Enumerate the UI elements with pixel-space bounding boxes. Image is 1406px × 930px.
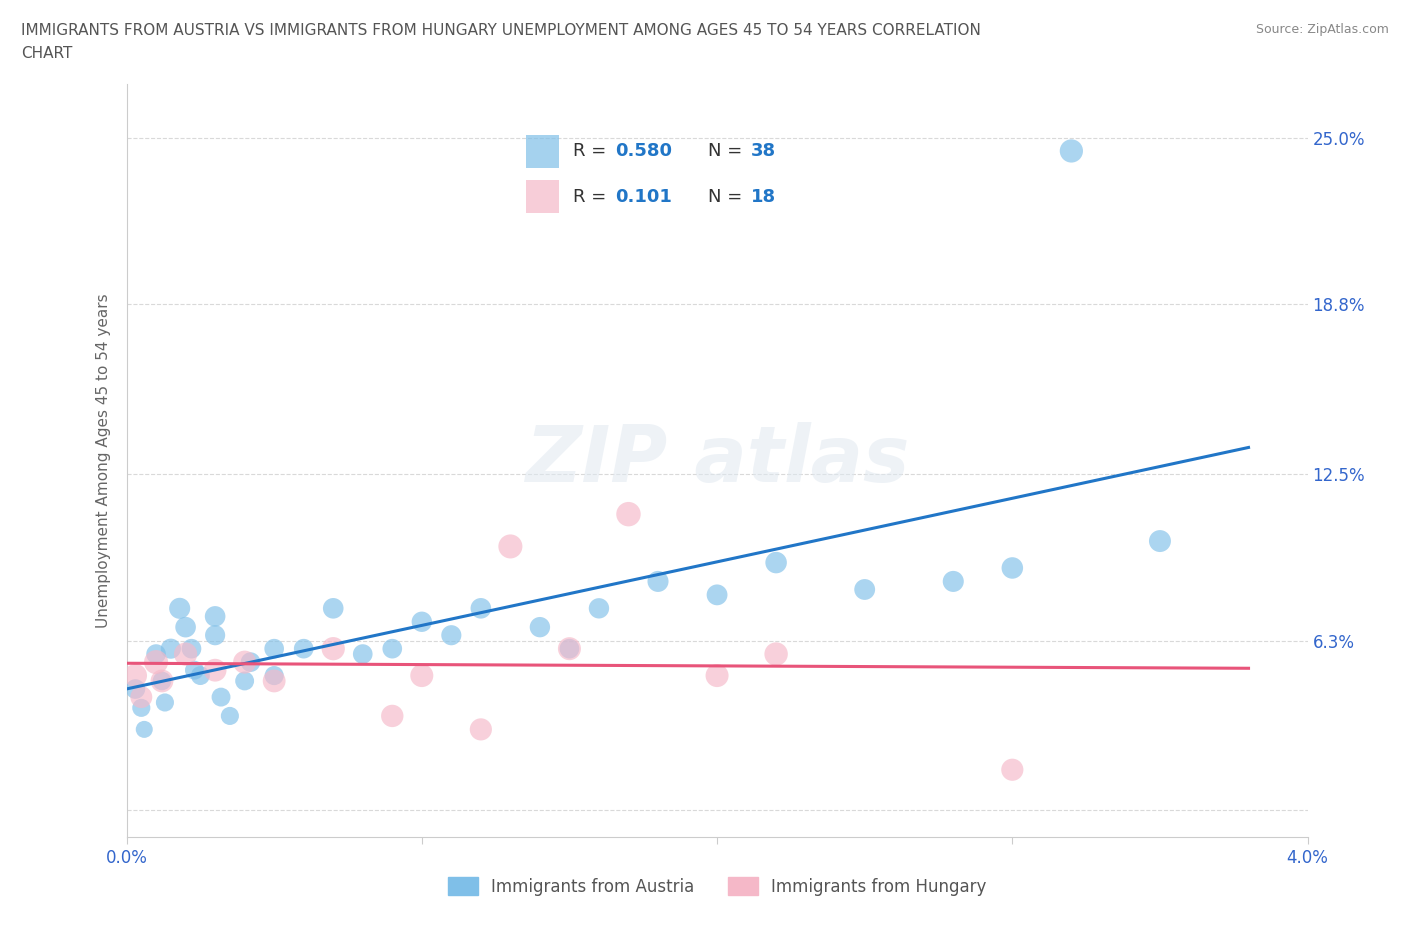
Point [706, 668, 728, 683]
Point [145, 646, 167, 661]
Point [233, 655, 256, 670]
Text: IMMIGRANTS FROM AUSTRIA VS IMMIGRANTS FROM HUNGARY UNEMPLOYMENT AMONG AGES 45 TO: IMMIGRANTS FROM AUSTRIA VS IMMIGRANTS FR… [21, 23, 981, 38]
Point [204, 663, 226, 678]
Point [765, 646, 787, 661]
Text: Source: ZipAtlas.com: Source: ZipAtlas.com [1256, 23, 1389, 36]
Point [219, 709, 242, 724]
Point [617, 507, 640, 522]
Point [706, 588, 728, 603]
Point [853, 582, 876, 597]
Point [204, 628, 226, 643]
Point [558, 642, 581, 657]
Point [188, 668, 212, 683]
Point [411, 668, 433, 683]
Point [322, 642, 344, 657]
Point [499, 539, 522, 554]
Point [440, 628, 463, 643]
Point [263, 642, 285, 657]
Point [1001, 561, 1024, 576]
Point [150, 673, 173, 688]
Point [134, 722, 156, 737]
Point [322, 601, 344, 616]
Point [209, 690, 232, 705]
Point [129, 690, 153, 705]
Point [647, 574, 669, 589]
Point [558, 642, 581, 657]
Point [129, 700, 153, 715]
Point [470, 722, 492, 737]
Point [174, 619, 197, 634]
Point [124, 682, 146, 697]
Point [124, 668, 146, 683]
Text: CHART: CHART [21, 46, 73, 61]
Point [174, 646, 197, 661]
Point [180, 642, 202, 657]
Point [239, 655, 262, 670]
Point [1149, 534, 1171, 549]
Point [183, 663, 205, 678]
Point [381, 709, 404, 724]
Point [169, 601, 191, 616]
Point [942, 574, 965, 589]
Point [381, 642, 404, 657]
Point [1001, 763, 1024, 777]
Legend: Immigrants from Austria, Immigrants from Hungary: Immigrants from Austria, Immigrants from… [440, 870, 994, 904]
Point [263, 668, 285, 683]
Point [150, 673, 173, 688]
Point [411, 615, 433, 630]
Y-axis label: Unemployment Among Ages 45 to 54 years: Unemployment Among Ages 45 to 54 years [96, 293, 111, 628]
Point [233, 673, 256, 688]
Point [292, 642, 315, 657]
Point [352, 646, 374, 661]
Point [1060, 143, 1083, 158]
Point [263, 673, 285, 688]
Point [765, 555, 787, 570]
Point [160, 642, 183, 657]
Point [145, 655, 167, 670]
Point [588, 601, 610, 616]
Point [529, 619, 551, 634]
Point [470, 601, 492, 616]
Point [153, 695, 176, 710]
Text: ZIP atlas: ZIP atlas [524, 422, 910, 498]
Point [204, 609, 226, 624]
